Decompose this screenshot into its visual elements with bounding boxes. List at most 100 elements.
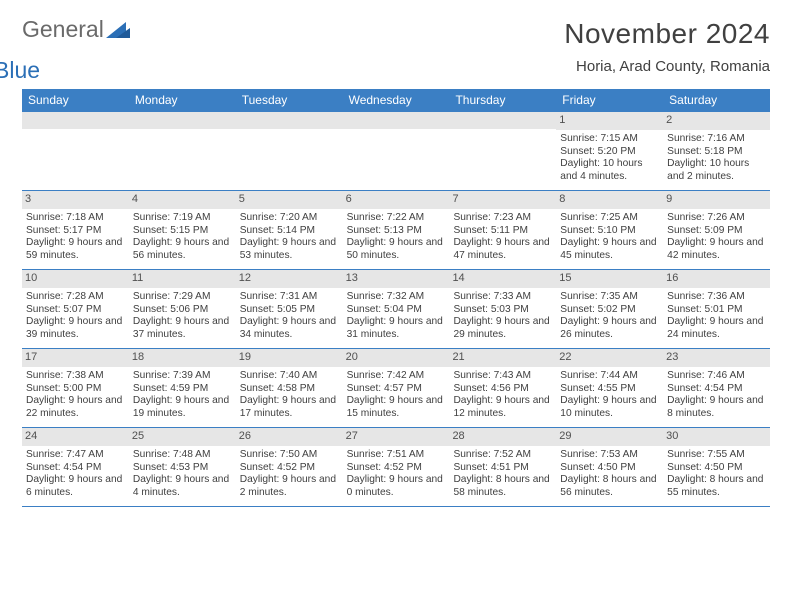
calendar-day-cell: 26Sunrise: 7:50 AMSunset: 4:52 PMDayligh… <box>236 428 343 506</box>
sunrise-line: Sunrise: 7:52 AM <box>453 449 552 462</box>
daylight-line: Daylight: 9 hours and 15 minutes. <box>347 395 446 421</box>
daylight-line: Daylight: 9 hours and 53 minutes. <box>240 237 339 263</box>
sunset-line: Sunset: 4:54 PM <box>26 462 125 475</box>
daylight-line: Daylight: 9 hours and 6 minutes. <box>26 474 125 500</box>
daylight-line: Daylight: 9 hours and 42 minutes. <box>667 237 766 263</box>
sunset-line: Sunset: 4:50 PM <box>667 462 766 475</box>
sunrise-line: Sunrise: 7:28 AM <box>26 291 125 304</box>
sunset-line: Sunset: 5:01 PM <box>667 304 766 317</box>
day-number: 23 <box>663 349 770 367</box>
sunset-line: Sunset: 5:07 PM <box>26 304 125 317</box>
sunset-line: Sunset: 5:17 PM <box>26 225 125 238</box>
sunrise-line: Sunrise: 7:20 AM <box>240 212 339 225</box>
day-number: 26 <box>236 428 343 446</box>
empty-day-bar <box>449 112 556 129</box>
calendar-day-cell: 16Sunrise: 7:36 AMSunset: 5:01 PMDayligh… <box>663 270 770 348</box>
daylight-line: Daylight: 9 hours and 29 minutes. <box>453 316 552 342</box>
day-number: 25 <box>129 428 236 446</box>
sunrise-line: Sunrise: 7:25 AM <box>560 212 659 225</box>
logo-word-blue: Blue <box>0 59 76 82</box>
sunrise-line: Sunrise: 7:22 AM <box>347 212 446 225</box>
calendar-day-cell: 23Sunrise: 7:46 AMSunset: 4:54 PMDayligh… <box>663 349 770 427</box>
calendar-week-row: 17Sunrise: 7:38 AMSunset: 5:00 PMDayligh… <box>22 348 770 427</box>
day-number: 5 <box>236 191 343 209</box>
weekday-header: Monday <box>129 89 236 111</box>
sunset-line: Sunset: 5:14 PM <box>240 225 339 238</box>
calendar-day-cell: 21Sunrise: 7:43 AMSunset: 4:56 PMDayligh… <box>449 349 556 427</box>
daylight-line: Daylight: 8 hours and 56 minutes. <box>560 474 659 500</box>
calendar-day-cell: 6Sunrise: 7:22 AMSunset: 5:13 PMDaylight… <box>343 191 450 269</box>
calendar-day-cell <box>22 112 129 190</box>
daylight-line: Daylight: 9 hours and 10 minutes. <box>560 395 659 421</box>
sunset-line: Sunset: 5:05 PM <box>240 304 339 317</box>
logo-text-block: General Blue <box>22 18 104 64</box>
sunset-line: Sunset: 4:57 PM <box>347 383 446 396</box>
weekday-header: Wednesday <box>343 89 450 111</box>
day-number: 19 <box>236 349 343 367</box>
sunrise-line: Sunrise: 7:18 AM <box>26 212 125 225</box>
calendar-grid: Sunday Monday Tuesday Wednesday Thursday… <box>22 89 770 507</box>
day-number: 30 <box>663 428 770 446</box>
weekday-header: Sunday <box>22 89 129 111</box>
calendar-day-cell: 3Sunrise: 7:18 AMSunset: 5:17 PMDaylight… <box>22 191 129 269</box>
sunrise-line: Sunrise: 7:19 AM <box>133 212 232 225</box>
sunset-line: Sunset: 4:54 PM <box>667 383 766 396</box>
sunrise-line: Sunrise: 7:29 AM <box>133 291 232 304</box>
weeks-container: 1Sunrise: 7:15 AMSunset: 5:20 PMDaylight… <box>22 111 770 507</box>
sunset-line: Sunset: 4:55 PM <box>560 383 659 396</box>
day-number: 4 <box>129 191 236 209</box>
sunset-line: Sunset: 5:00 PM <box>26 383 125 396</box>
day-number: 12 <box>236 270 343 288</box>
daylight-line: Daylight: 9 hours and 59 minutes. <box>26 237 125 263</box>
page-header: General Blue November 2024 Horia, Arad C… <box>22 18 770 75</box>
logo-triangle-icon <box>106 20 132 47</box>
calendar-day-cell: 17Sunrise: 7:38 AMSunset: 5:00 PMDayligh… <box>22 349 129 427</box>
sunrise-line: Sunrise: 7:50 AM <box>240 449 339 462</box>
daylight-line: Daylight: 9 hours and 56 minutes. <box>133 237 232 263</box>
daylight-line: Daylight: 9 hours and 50 minutes. <box>347 237 446 263</box>
sunrise-line: Sunrise: 7:51 AM <box>347 449 446 462</box>
calendar-day-cell: 30Sunrise: 7:55 AMSunset: 4:50 PMDayligh… <box>663 428 770 506</box>
weekday-header: Tuesday <box>236 89 343 111</box>
day-number: 2 <box>663 112 770 130</box>
daylight-line: Daylight: 9 hours and 17 minutes. <box>240 395 339 421</box>
daylight-line: Daylight: 10 hours and 2 minutes. <box>667 158 766 184</box>
calendar-day-cell: 29Sunrise: 7:53 AMSunset: 4:50 PMDayligh… <box>556 428 663 506</box>
day-number: 24 <box>22 428 129 446</box>
sunset-line: Sunset: 5:20 PM <box>560 146 659 159</box>
day-number: 6 <box>343 191 450 209</box>
sunset-line: Sunset: 5:18 PM <box>667 146 766 159</box>
calendar-day-cell: 5 Sunrise: 7:20 AMSunset: 5:14 PMDaylight… <box>236 191 343 269</box>
brand-logo: General Blue <box>22 18 132 64</box>
day-number: 13 <box>343 270 450 288</box>
sunrise-line: Sunrise: 7:53 AM <box>560 449 659 462</box>
calendar-day-cell: 28Sunrise: 7:52 AMSunset: 4:51 PMDayligh… <box>449 428 556 506</box>
sunset-line: Sunset: 5:02 PM <box>560 304 659 317</box>
weekday-header: Saturday <box>663 89 770 111</box>
calendar-day-cell: 9Sunrise: 7:26 AMSunset: 5:09 PMDaylight… <box>663 191 770 269</box>
sunrise-line: Sunrise: 7:23 AM <box>453 212 552 225</box>
daylight-line: Daylight: 9 hours and 24 minutes. <box>667 316 766 342</box>
daylight-line: Daylight: 9 hours and 45 minutes. <box>560 237 659 263</box>
calendar-day-cell: 22Sunrise: 7:44 AMSunset: 4:55 PMDayligh… <box>556 349 663 427</box>
sunset-line: Sunset: 5:06 PM <box>133 304 232 317</box>
day-number: 21 <box>449 349 556 367</box>
calendar-day-cell: 27Sunrise: 7:51 AMSunset: 4:52 PMDayligh… <box>343 428 450 506</box>
sunset-line: Sunset: 4:59 PM <box>133 383 232 396</box>
calendar-day-cell: 13Sunrise: 7:32 AMSunset: 5:04 PMDayligh… <box>343 270 450 348</box>
daylight-line: Daylight: 9 hours and 19 minutes. <box>133 395 232 421</box>
day-number: 27 <box>343 428 450 446</box>
logo-word-general: General <box>22 18 104 41</box>
calendar-day-cell <box>449 112 556 190</box>
calendar-day-cell: 1Sunrise: 7:15 AMSunset: 5:20 PMDaylight… <box>556 112 663 190</box>
day-number: 8 <box>556 191 663 209</box>
calendar-day-cell: 4Sunrise: 7:19 AMSunset: 5:15 PMDaylight… <box>129 191 236 269</box>
sunrise-line: Sunrise: 7:47 AM <box>26 449 125 462</box>
sunrise-line: Sunrise: 7:46 AM <box>667 370 766 383</box>
sunset-line: Sunset: 4:56 PM <box>453 383 552 396</box>
calendar-day-cell: 14Sunrise: 7:33 AMSunset: 5:03 PMDayligh… <box>449 270 556 348</box>
empty-day-bar <box>236 112 343 129</box>
daylight-line: Daylight: 8 hours and 58 minutes. <box>453 474 552 500</box>
sunrise-line: Sunrise: 7:15 AM <box>560 133 659 146</box>
day-number: 14 <box>449 270 556 288</box>
